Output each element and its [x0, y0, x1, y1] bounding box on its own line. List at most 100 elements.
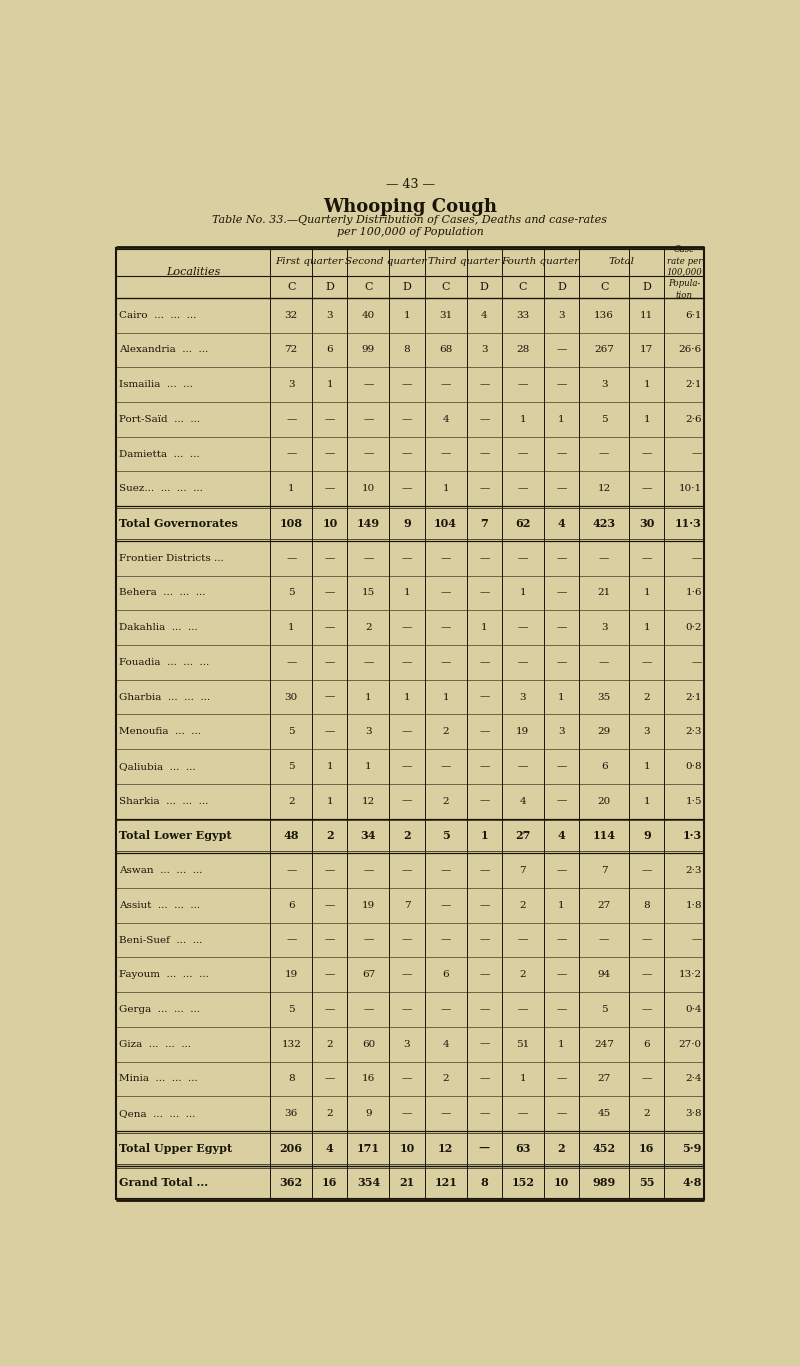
Text: —: — [479, 589, 490, 597]
Text: —: — [479, 1005, 490, 1014]
Text: 1: 1 [481, 831, 488, 841]
Text: 1: 1 [643, 762, 650, 770]
Text: 9: 9 [403, 518, 411, 529]
Text: 19: 19 [285, 970, 298, 979]
Text: 10: 10 [322, 518, 338, 529]
Text: —: — [691, 658, 702, 667]
Text: —: — [441, 1109, 451, 1117]
Text: —: — [599, 658, 610, 667]
Text: —: — [518, 623, 528, 632]
Text: 55: 55 [639, 1177, 654, 1188]
Text: —: — [518, 936, 528, 944]
Text: —: — [479, 693, 490, 702]
Text: Total Governorates: Total Governorates [119, 518, 238, 529]
Text: 40: 40 [362, 310, 375, 320]
Text: 48: 48 [283, 831, 299, 841]
Text: 1: 1 [404, 693, 410, 702]
Text: 0·4: 0·4 [686, 1005, 702, 1014]
Text: 1: 1 [643, 589, 650, 597]
Text: —: — [642, 866, 652, 876]
Text: Gerga  ...  ...  ...: Gerga ... ... ... [119, 1005, 200, 1014]
Text: 8: 8 [643, 900, 650, 910]
Text: 3: 3 [288, 380, 294, 389]
Text: 2: 2 [326, 1109, 333, 1117]
Text: 1: 1 [404, 310, 410, 320]
Text: 2·1: 2·1 [686, 693, 702, 702]
Text: D: D [480, 283, 489, 292]
Text: 4: 4 [326, 1143, 334, 1154]
Text: —: — [691, 553, 702, 563]
Text: 7: 7 [404, 900, 410, 910]
Text: —: — [325, 449, 335, 459]
Text: 63: 63 [515, 1143, 530, 1154]
Text: 121: 121 [434, 1177, 457, 1188]
Text: 45: 45 [598, 1109, 610, 1117]
Text: 108: 108 [280, 518, 302, 529]
Text: 30: 30 [639, 518, 654, 529]
Text: Total: Total [609, 257, 634, 266]
Text: —: — [402, 623, 412, 632]
Text: 5: 5 [288, 762, 294, 770]
Text: 7: 7 [480, 518, 488, 529]
Text: 12: 12 [598, 485, 610, 493]
Text: —: — [518, 1109, 528, 1117]
Text: 2: 2 [326, 1040, 333, 1049]
Text: 1: 1 [643, 623, 650, 632]
Text: 94: 94 [598, 970, 610, 979]
Text: 247: 247 [594, 1040, 614, 1049]
Text: 10·1: 10·1 [678, 485, 702, 493]
Text: —: — [479, 1109, 490, 1117]
Text: 3: 3 [326, 310, 333, 320]
Text: —: — [642, 936, 652, 944]
Text: 2: 2 [442, 796, 449, 806]
Text: Ismailia  ...  ...: Ismailia ... ... [119, 380, 193, 389]
Text: Menoufia  ...  ...: Menoufia ... ... [119, 727, 201, 736]
Text: 2·3: 2·3 [686, 866, 702, 876]
Text: —: — [599, 553, 610, 563]
Text: 0·8: 0·8 [686, 762, 702, 770]
Text: Behera  ...  ...  ...: Behera ... ... ... [119, 589, 206, 597]
Text: —: — [325, 415, 335, 423]
Text: 1: 1 [558, 900, 565, 910]
Text: —: — [642, 485, 652, 493]
Text: 4: 4 [442, 415, 449, 423]
Text: —: — [441, 1005, 451, 1014]
Text: —: — [325, 553, 335, 563]
Text: —: — [325, 693, 335, 702]
Text: 3: 3 [601, 380, 607, 389]
Text: —: — [402, 1109, 412, 1117]
Text: —: — [556, 623, 566, 632]
Text: 11: 11 [640, 310, 654, 320]
Text: —: — [441, 658, 451, 667]
Text: 362: 362 [280, 1177, 303, 1188]
Text: 4: 4 [442, 1040, 449, 1049]
Text: 10: 10 [554, 1177, 569, 1188]
Text: Localities: Localities [166, 268, 220, 277]
Text: 1: 1 [326, 762, 333, 770]
Text: 20: 20 [598, 796, 610, 806]
Text: 60: 60 [362, 1040, 375, 1049]
Text: —: — [402, 1005, 412, 1014]
Text: 7: 7 [601, 866, 607, 876]
Text: —: — [518, 449, 528, 459]
Text: 2: 2 [643, 1109, 650, 1117]
Text: Second quarter: Second quarter [346, 257, 426, 266]
Text: 1: 1 [288, 623, 294, 632]
Text: —: — [479, 658, 490, 667]
Text: —: — [599, 449, 610, 459]
Text: 6: 6 [442, 970, 449, 979]
Text: Third quarter: Third quarter [428, 257, 499, 266]
Text: 1·8: 1·8 [686, 900, 702, 910]
Text: Port-Saïd  ...  ...: Port-Saïd ... ... [119, 415, 200, 423]
Text: —: — [402, 1074, 412, 1083]
Text: 10: 10 [399, 1143, 414, 1154]
Text: —: — [441, 589, 451, 597]
Text: Assiut  ...  ...  ...: Assiut ... ... ... [119, 900, 200, 910]
Text: —: — [363, 449, 374, 459]
Text: —: — [286, 866, 297, 876]
Text: —: — [518, 1005, 528, 1014]
Text: 5: 5 [601, 415, 607, 423]
Text: —: — [363, 936, 374, 944]
Text: —: — [325, 589, 335, 597]
Text: 99: 99 [362, 346, 375, 354]
